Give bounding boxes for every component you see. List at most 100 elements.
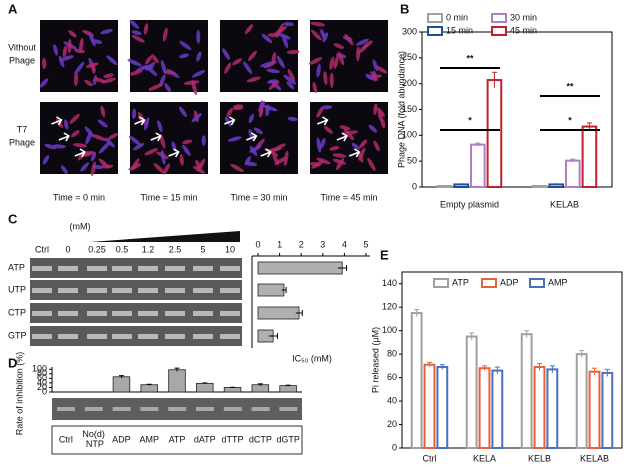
gel-band [87, 334, 107, 339]
arrow [51, 116, 63, 126]
row-label: T7 [17, 124, 28, 134]
cell [373, 103, 378, 116]
cell [344, 33, 354, 46]
gel-band [193, 311, 213, 316]
y-tick-label: 100 [402, 130, 417, 140]
cell [372, 70, 377, 82]
cell [60, 55, 74, 61]
legend-label: 45 min [510, 25, 537, 35]
cell [283, 150, 289, 167]
cell [90, 161, 96, 177]
cell [286, 49, 300, 55]
significance-mark: ** [466, 53, 474, 63]
cell [74, 61, 85, 75]
cell [178, 106, 187, 117]
cell [153, 163, 165, 174]
cell [311, 160, 324, 169]
row-label: CTP [8, 307, 26, 317]
bar [436, 366, 449, 450]
panel-label: D [8, 355, 17, 370]
cell [246, 76, 261, 83]
cell [160, 149, 166, 165]
legend-swatch [481, 278, 497, 288]
cell [39, 78, 49, 88]
cell [42, 155, 50, 165]
cell [101, 77, 116, 84]
x-tick-label: Ctrl [423, 453, 437, 463]
x-tick-label: 1 [277, 239, 282, 249]
y-tick-label: 0 [412, 181, 417, 191]
cell [337, 51, 345, 66]
time-label: Time = 45 min [321, 192, 378, 202]
cell [145, 55, 153, 65]
gel-strip [30, 303, 242, 323]
cell [144, 148, 158, 156]
cell [181, 144, 191, 156]
cell [273, 26, 287, 36]
cell [324, 126, 333, 134]
cell [183, 80, 200, 85]
cell [52, 144, 66, 149]
gel-band [138, 288, 158, 293]
gradient-wedge [90, 231, 240, 242]
significance-mark: ** [566, 81, 574, 91]
cell [375, 65, 388, 74]
cell [329, 56, 335, 70]
cell [196, 29, 201, 44]
bar [601, 371, 614, 450]
cell [283, 74, 297, 85]
bar [196, 382, 214, 393]
cell [133, 143, 145, 151]
x-tick-label: KELAB [550, 199, 579, 209]
gel-band [138, 266, 158, 271]
x-tick-label: No(d) NTP [82, 429, 105, 449]
cell [308, 57, 323, 65]
cell [179, 40, 192, 50]
gel-band [87, 311, 107, 316]
cell [201, 135, 206, 147]
y-tick-label: 250 [402, 52, 417, 62]
cell [157, 120, 163, 133]
cell [310, 21, 326, 27]
cell [277, 32, 291, 40]
cell [339, 125, 351, 131]
cell [107, 133, 118, 140]
panel-label: E [380, 247, 389, 262]
bar [223, 387, 242, 393]
bar [491, 369, 504, 449]
lane-label: 2.5 [169, 244, 182, 254]
legend-swatch [427, 13, 443, 23]
cell [244, 156, 251, 166]
y-tick-label: 80 [387, 349, 397, 359]
cell [316, 63, 321, 78]
cell [228, 136, 242, 142]
legend-swatch [433, 278, 449, 288]
y-tick-label: 60 [37, 373, 47, 383]
bar [520, 333, 533, 450]
cell [260, 61, 275, 68]
row-label: Phage [9, 137, 35, 147]
cell [333, 43, 345, 49]
bar [423, 363, 436, 449]
bar [410, 312, 423, 450]
legend-label: ATP [452, 277, 469, 287]
cell [332, 153, 347, 158]
cell [316, 157, 331, 165]
cell [226, 107, 233, 117]
x-tick-label: ATP [169, 434, 186, 444]
cell [103, 73, 114, 79]
y-tick-label: 150 [402, 104, 417, 114]
gel-band [168, 407, 187, 411]
cell [249, 145, 262, 153]
x-tick-label: 4 [342, 239, 347, 249]
y-tick-label: 50 [407, 156, 417, 166]
gel-band [193, 288, 213, 293]
cell [127, 59, 142, 67]
cell [90, 151, 97, 162]
lane-label: 0.25 [88, 244, 106, 254]
row-label: GTP [8, 330, 27, 340]
cell [274, 156, 287, 165]
lane-label: Ctrl [35, 244, 49, 254]
legend-label: 15 min [446, 25, 473, 35]
cell [316, 137, 322, 153]
